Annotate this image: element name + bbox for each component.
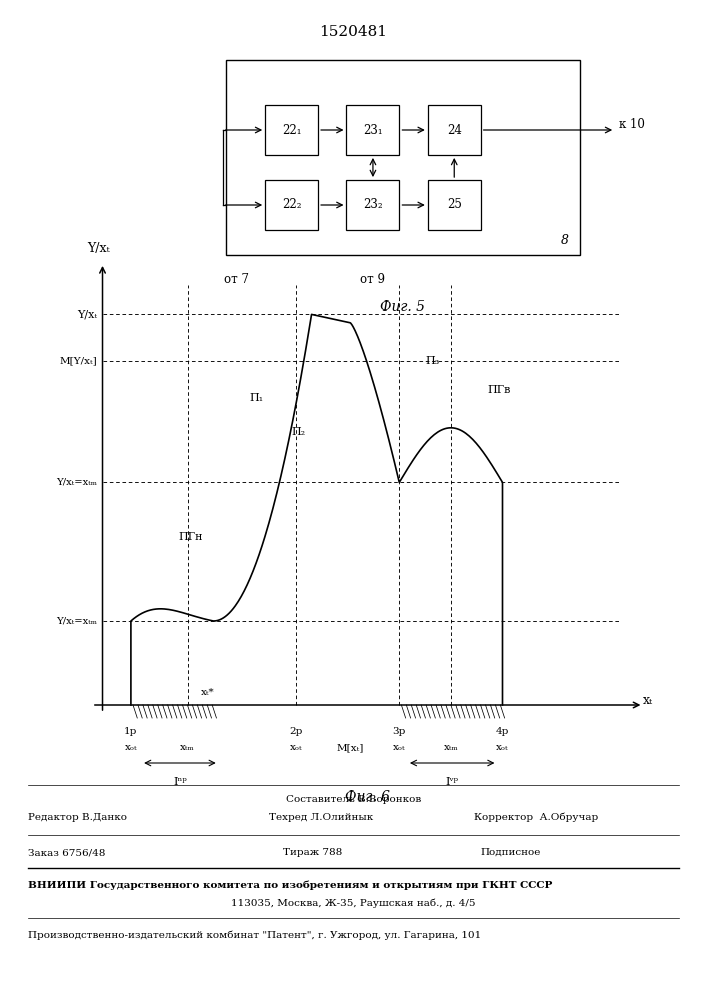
Text: Y/xₜ=xₜₘ: Y/xₜ=xₜₘ	[56, 478, 97, 487]
Text: 25: 25	[447, 198, 462, 212]
Text: от 7: от 7	[224, 273, 250, 286]
Text: Y/xₜ=xₜₘ: Y/xₜ=xₜₘ	[56, 616, 97, 626]
Text: Производственно-издательский комбинат "Патент", г. Ужгород, ул. Гагарина, 101: Производственно-издательский комбинат "П…	[28, 931, 481, 940]
Text: 8: 8	[561, 234, 569, 247]
Bar	[428, 105, 481, 155]
Text: xₒₜ: xₒₜ	[393, 743, 406, 752]
Text: от 9: от 9	[361, 273, 385, 286]
Text: Подписное: Подписное	[481, 848, 541, 857]
Text: xₜ: xₜ	[643, 694, 653, 706]
Text: Iᵛᵖ: Iᵛᵖ	[445, 777, 459, 787]
Text: Фиг. 5: Фиг. 5	[380, 300, 426, 314]
Bar	[346, 180, 399, 230]
Text: 2р: 2р	[289, 727, 303, 736]
Text: Корректор  А.Обручар: Корректор А.Обручар	[474, 813, 598, 822]
Text: Y/xₜ: Y/xₜ	[77, 309, 97, 319]
Text: 22₂: 22₂	[282, 198, 301, 212]
Text: xₜ*: xₜ*	[201, 688, 215, 697]
Text: П₂: П₂	[291, 427, 305, 437]
Text: П₃: П₃	[426, 356, 440, 366]
Text: M[xₜ]: M[xₜ]	[337, 743, 364, 752]
Text: П₁: П₁	[250, 393, 264, 403]
Text: xₒₜ: xₒₜ	[290, 743, 303, 752]
Text: 113035, Москва, Ж-35, Раушская наб., д. 4/5: 113035, Москва, Ж-35, Раушская наб., д. …	[231, 899, 476, 909]
Bar	[226, 60, 580, 255]
Text: 1р: 1р	[124, 727, 138, 736]
Text: 24: 24	[447, 123, 462, 136]
Text: Составитель В.Воронков: Составитель В.Воронков	[286, 795, 421, 804]
Text: ПГн: ПГн	[178, 532, 202, 542]
Text: 23₂: 23₂	[363, 198, 382, 212]
Text: Заказ 6756/48: Заказ 6756/48	[28, 848, 105, 857]
Text: Фиг. 6: Фиг. 6	[345, 790, 390, 804]
Text: 1520481: 1520481	[320, 25, 387, 39]
Text: Y/xₜ: Y/xₜ	[88, 242, 110, 255]
Text: Iⁿᵖ: Iⁿᵖ	[173, 777, 187, 787]
Bar	[346, 105, 399, 155]
Text: 23₁: 23₁	[363, 123, 382, 136]
Text: 3р: 3р	[392, 727, 406, 736]
Bar	[428, 180, 481, 230]
Text: Тираж 788: Тираж 788	[283, 848, 342, 857]
Text: 4р: 4р	[496, 727, 509, 736]
Text: xₒₜ: xₒₜ	[496, 743, 509, 752]
Text: xₜₘ: xₜₘ	[180, 743, 195, 752]
Text: M[Y/xₜ]: M[Y/xₜ]	[59, 356, 97, 365]
Text: Техред Л.Олийнык: Техред Л.Олийнык	[269, 813, 373, 822]
Text: xₒₜ: xₒₜ	[124, 743, 137, 752]
Text: к 10: к 10	[619, 118, 645, 131]
Text: 22₁: 22₁	[282, 123, 301, 136]
Text: ПГв: ПГв	[487, 385, 510, 395]
Bar	[265, 105, 318, 155]
Text: ВНИИПИ Государственного комитета по изобретениям и открытиям при ГКНТ СССР: ВНИИПИ Государственного комитета по изоб…	[28, 881, 553, 891]
Text: Редактор В.Данко: Редактор В.Данко	[28, 813, 127, 822]
Text: xₜₘ: xₜₘ	[443, 743, 458, 752]
Bar	[265, 180, 318, 230]
